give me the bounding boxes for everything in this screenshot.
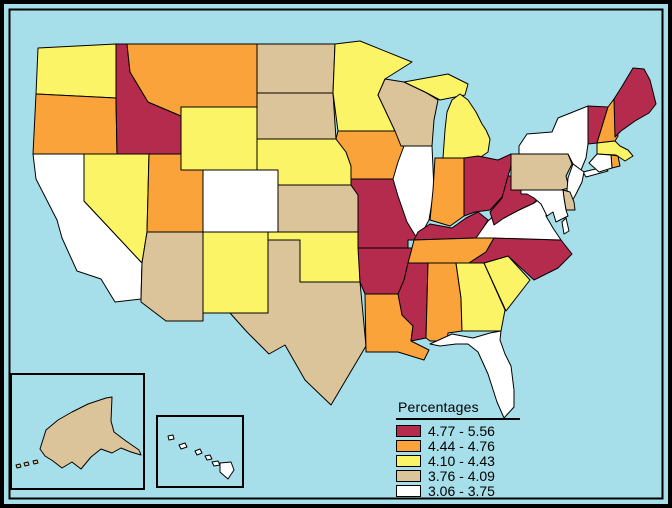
- alaska-inset-box: [10, 373, 145, 490]
- inner-frame: [8, 8, 664, 500]
- legend-label-class-2: 4.44 - 4.76: [428, 437, 495, 454]
- legend-row: 4.44 - 4.76: [396, 437, 522, 454]
- state-indiana: [429, 157, 465, 227]
- state-alaska: [39, 396, 142, 470]
- state-illinois: [392, 145, 435, 241]
- legend-label-class-3: 4.10 - 4.43: [428, 452, 495, 469]
- legend-label-class-1: 4.77 - 5.56: [428, 422, 495, 439]
- legend-title: Percentages: [398, 399, 479, 415]
- state-virginia-eastern-shore: [561, 217, 570, 235]
- state-wyoming: [180, 106, 258, 171]
- legend-row: 4.77 - 5.56: [396, 422, 522, 439]
- hawaii-inset-box: [156, 415, 244, 488]
- state-florida: [429, 330, 515, 419]
- legend-swatch-class-5: [396, 484, 421, 497]
- state-new-jersey: [566, 163, 585, 204]
- alaska-aleutian-island-1: [32, 459, 39, 465]
- alaska-aleutian-island-3: [15, 463, 22, 469]
- state-alabama: [425, 262, 463, 342]
- state-wisconsin: [377, 78, 439, 147]
- legend-row: 4.10 - 4.43: [396, 452, 522, 469]
- state-arizona: [140, 231, 204, 322]
- legend-label-class-5: 3.06 - 3.75: [428, 482, 495, 499]
- hawaii-island-3: [194, 448, 203, 456]
- state-connecticut: [588, 153, 613, 173]
- hawaii-island-1: [167, 434, 175, 441]
- state-maryland: [520, 189, 569, 223]
- legend-label-class-4: 3.76 - 4.09: [428, 467, 495, 484]
- legend-row: 3.06 - 3.75: [396, 482, 522, 499]
- legend-swatch-class-3: [396, 454, 421, 467]
- hawaii-island-big: [219, 461, 235, 480]
- legend-row: 3.76 - 4.09: [396, 467, 522, 484]
- state-north-carolina: [468, 237, 573, 281]
- state-south-dakota: [256, 92, 337, 140]
- state-kansas: [277, 184, 359, 233]
- state-new-mexico: [202, 231, 269, 314]
- legend-swatch-class-1: [396, 424, 421, 437]
- state-michigan-lower: [442, 93, 491, 160]
- state-oregon: [32, 93, 118, 155]
- state-pennsylvania: [510, 153, 573, 191]
- legend-swatch-class-2: [396, 439, 421, 452]
- state-ohio: [463, 153, 512, 217]
- state-michigan-upper: [403, 73, 469, 101]
- hawaii-island-5: [211, 460, 221, 467]
- state-colorado: [202, 169, 279, 233]
- state-washington: [35, 43, 117, 99]
- alaska-aleutian-island-2: [23, 461, 30, 467]
- state-maine: [613, 67, 657, 138]
- hawaii-island-2: [178, 442, 188, 450]
- state-texas: [229, 239, 367, 406]
- state-new-hampshire: [596, 98, 619, 144]
- state-north-dakota: [256, 43, 336, 94]
- hawaii-island-4: [204, 454, 213, 461]
- legend-rule: [396, 418, 520, 420]
- legend-swatch-class-4: [396, 469, 421, 482]
- legend: Percentages 4.77 - 5.56 4.44 - 4.76 4.10…: [396, 399, 522, 499]
